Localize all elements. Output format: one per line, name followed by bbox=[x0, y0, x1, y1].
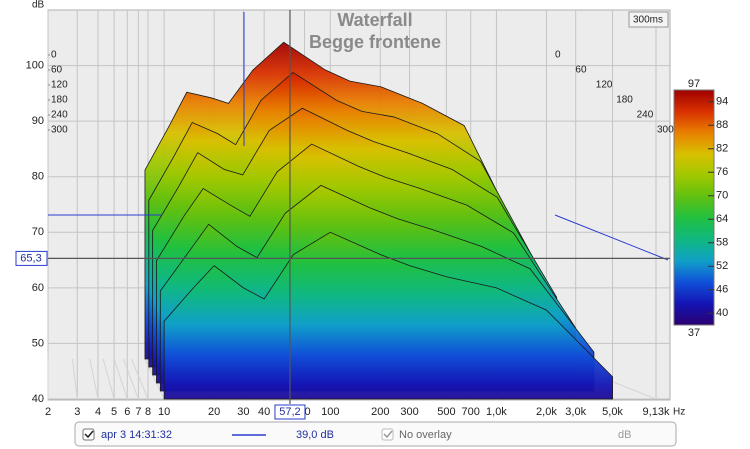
floor-line bbox=[71, 358, 78, 400]
x-tick-label: 4 bbox=[95, 406, 101, 418]
depth-tick-label: 120 bbox=[51, 80, 68, 91]
floor-line bbox=[113, 358, 128, 400]
legend-unit: dB bbox=[618, 429, 631, 441]
depth-tick-label: 240 bbox=[51, 110, 68, 121]
x-tick-label: 7 bbox=[135, 406, 141, 418]
colorbar-tick-label: 70 bbox=[716, 190, 728, 202]
x-tick-label: 200 bbox=[371, 406, 389, 418]
y-tick-label: 100 bbox=[26, 59, 44, 71]
x-tick-label: 2,0k bbox=[536, 406, 557, 418]
x-tick-label: 5,0k bbox=[602, 406, 623, 418]
x-tick-label: 20 bbox=[208, 406, 220, 418]
check-mark bbox=[84, 430, 94, 439]
x-tick-label: 700 bbox=[462, 406, 480, 418]
x-tick-label: 1,0k bbox=[486, 406, 507, 418]
colorbar-tick-label: 76 bbox=[716, 166, 728, 178]
floor-line bbox=[144, 358, 165, 400]
depth-tick-label: 240 bbox=[637, 110, 654, 121]
colorbar-tick-label: 40 bbox=[716, 307, 728, 319]
floor-line bbox=[89, 358, 99, 400]
chart-title: Waterfall bbox=[337, 10, 412, 30]
cursor-y-label: 65,3 bbox=[20, 252, 41, 264]
colorbar-tick-label: 58 bbox=[716, 237, 728, 249]
depth-tick-label: 180 bbox=[51, 95, 68, 106]
depth-tick-label: 0 bbox=[51, 50, 57, 61]
x-tick-label: 9,13k bbox=[643, 406, 670, 418]
y-tick-label: 90 bbox=[32, 115, 44, 127]
x-tick-label: 300 bbox=[400, 406, 418, 418]
legend-strip bbox=[74, 421, 677, 447]
overlay-checkbox[interactable] bbox=[381, 428, 394, 441]
measurement-checkbox[interactable] bbox=[82, 428, 95, 441]
x-tick-label: 500 bbox=[437, 406, 455, 418]
depth-tick-label: 300 bbox=[657, 125, 674, 136]
depth-tick-label: 180 bbox=[616, 95, 633, 106]
colorbar-tick-label: 94 bbox=[716, 96, 728, 108]
legend-level: 39,0 dB bbox=[296, 429, 334, 441]
y-axis-label: dB bbox=[32, 0, 45, 11]
time-range-label: 300ms bbox=[633, 15, 663, 26]
x-tick-label: 100 bbox=[321, 406, 339, 418]
floor-line bbox=[102, 358, 115, 400]
legend-overlay[interactable]: No overlay bbox=[399, 429, 452, 441]
cursor-x-box bbox=[274, 404, 306, 420]
depth-tick-label: 60 bbox=[575, 65, 587, 76]
colorbar-min-label: 37 bbox=[688, 327, 700, 339]
colorbar-tick-label: 46 bbox=[716, 284, 728, 296]
y-tick-label: 40 bbox=[32, 393, 44, 405]
floor-line bbox=[123, 358, 139, 400]
colorbar-tick-label: 64 bbox=[716, 213, 728, 225]
x-tick-label: 3,0k bbox=[565, 406, 586, 418]
depth-tick-label: 120 bbox=[596, 80, 613, 91]
x-tick-label: 10 bbox=[158, 406, 170, 418]
x-tick-label: 30 bbox=[237, 406, 249, 418]
colorbar bbox=[673, 89, 715, 326]
cursor-x-label: 57,2 bbox=[279, 406, 300, 418]
legend-measurement[interactable]: apr 3 14:31:32 bbox=[101, 429, 172, 441]
y-tick-label: 60 bbox=[32, 282, 44, 294]
colorbar-tick-label: 82 bbox=[716, 143, 728, 155]
depth-tick-label: 0 bbox=[555, 50, 561, 61]
colorbar-max-label: 97 bbox=[688, 78, 700, 90]
waterfall-slice bbox=[163, 231, 613, 400]
x-tick-label: 6 bbox=[124, 406, 130, 418]
check-mark bbox=[383, 430, 393, 439]
x-unit: Hz bbox=[673, 407, 685, 418]
x-tick-label: 2 bbox=[45, 406, 51, 418]
blue-marker bbox=[554, 214, 669, 261]
y-tick-label: 80 bbox=[32, 171, 44, 183]
x-tick-label: 40 bbox=[258, 406, 270, 418]
depth-tick-label: 60 bbox=[51, 65, 63, 76]
depth-tick-label: 300 bbox=[51, 125, 68, 136]
colorbar-tick-label: 88 bbox=[716, 119, 728, 131]
time-range-box bbox=[628, 11, 669, 28]
cursor-y-box bbox=[15, 250, 48, 266]
y-tick-label: 50 bbox=[32, 337, 44, 349]
x-tick-label: 3 bbox=[74, 406, 80, 418]
y-tick-label: 70 bbox=[32, 226, 44, 238]
x-tick-label: 8 bbox=[145, 406, 151, 418]
x-tick-label: 5 bbox=[111, 406, 117, 418]
chart-subtitle: Begge frontene bbox=[309, 32, 441, 52]
colorbar-tick-label: 52 bbox=[716, 260, 728, 272]
floor-line bbox=[131, 358, 149, 400]
